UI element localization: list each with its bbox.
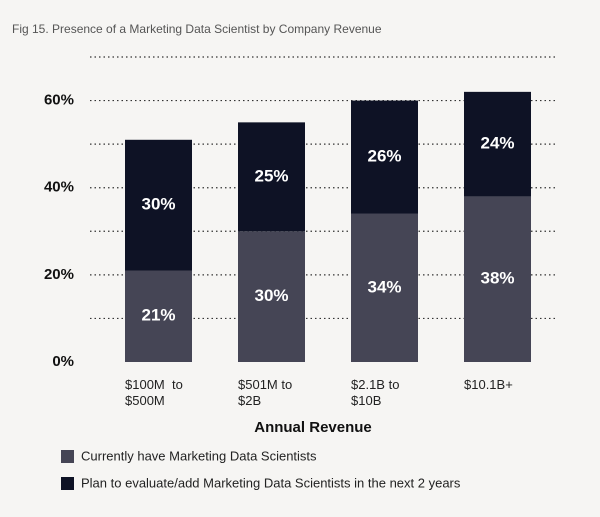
bar-segment <box>351 213 418 362</box>
data-label: 25% <box>254 166 288 185</box>
data-label: 38% <box>480 269 514 288</box>
x-tick-label: $2.1B to $10B <box>351 377 400 408</box>
chart-title: Fig 15. Presence of a Marketing Data Sci… <box>12 22 382 36</box>
bar-segment <box>464 91 531 197</box>
y-tick-label: 20% <box>44 266 74 283</box>
y-tick-label: 40% <box>44 179 74 196</box>
legend-swatch <box>61 477 74 490</box>
legend-label: Plan to evaluate/add Marketing Data Scie… <box>81 475 461 490</box>
bar-segment <box>238 122 305 232</box>
y-tick-label: 0% <box>52 353 74 370</box>
bar-segment <box>125 139 192 271</box>
data-label: 26% <box>367 147 401 166</box>
x-tick-label: $501M to $2B <box>238 377 293 408</box>
data-label: 30% <box>141 195 175 214</box>
x-tick-label: $100M to $500M <box>125 377 183 408</box>
data-label: 24% <box>480 134 514 153</box>
legend-swatch <box>61 450 74 463</box>
y-tick-label: 60% <box>44 92 74 109</box>
bar-segment <box>238 231 305 362</box>
bar-segment <box>351 100 418 214</box>
x-axis-title: Annual Revenue <box>254 419 372 436</box>
bar-segment <box>464 196 531 362</box>
legend-label: Currently have Marketing Data Scientists <box>81 448 317 463</box>
x-tick-label: $10.1B+ <box>464 377 513 392</box>
bar-segment <box>125 270 192 362</box>
data-label: 21% <box>141 306 175 325</box>
data-label: 34% <box>367 277 401 296</box>
data-label: 30% <box>254 286 288 305</box>
